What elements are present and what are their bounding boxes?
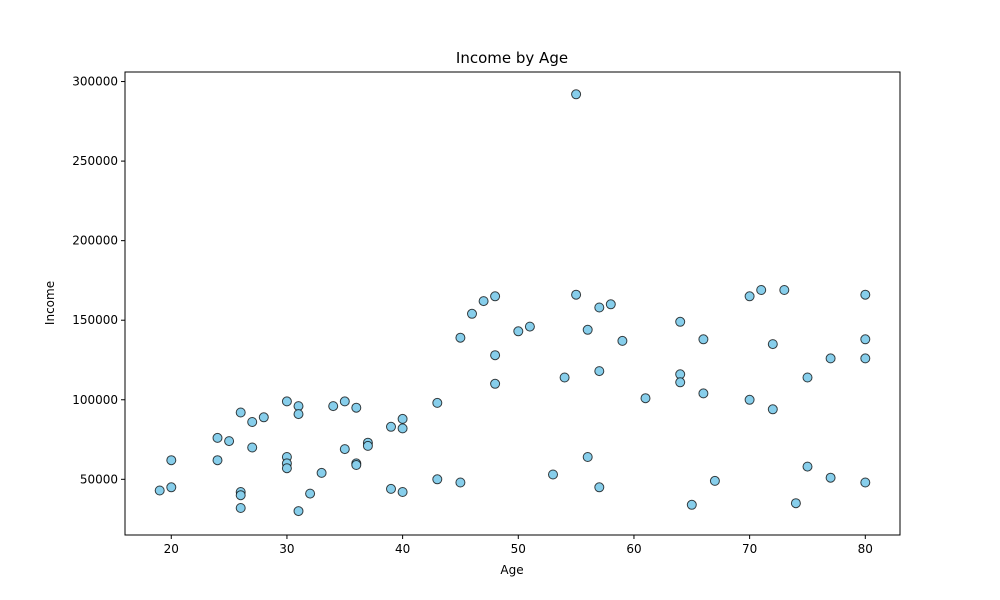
plot-frame bbox=[124, 71, 901, 536]
data-point bbox=[582, 452, 593, 462]
data-point bbox=[802, 372, 813, 383]
data-point bbox=[548, 469, 558, 480]
data-point bbox=[860, 289, 871, 300]
data-point bbox=[235, 503, 246, 513]
x-tick-label: 80 bbox=[858, 542, 873, 556]
data-point bbox=[744, 394, 755, 405]
data-point bbox=[235, 407, 246, 418]
x-tick-label: 70 bbox=[742, 542, 757, 556]
data-point bbox=[281, 396, 292, 407]
y-tick-label: 100000 bbox=[72, 393, 118, 407]
data-point bbox=[316, 467, 327, 478]
y-tick-label: 300000 bbox=[72, 75, 118, 89]
data-point bbox=[478, 296, 489, 307]
data-point bbox=[594, 302, 605, 313]
data-point bbox=[166, 455, 177, 466]
data-point bbox=[328, 401, 339, 412]
data-point bbox=[559, 372, 570, 383]
data-point bbox=[605, 299, 616, 310]
data-point bbox=[235, 490, 246, 501]
data-point bbox=[779, 285, 790, 295]
data-point bbox=[860, 477, 871, 488]
y-axis-ticks: 50000 100000 150000 200000 250000 300000 bbox=[72, 75, 125, 486]
data-point bbox=[386, 483, 396, 494]
data-point bbox=[339, 396, 350, 407]
data-point bbox=[351, 460, 362, 470]
data-point bbox=[571, 89, 582, 100]
data-point bbox=[594, 366, 605, 377]
data-point bbox=[756, 285, 767, 295]
data-point bbox=[513, 326, 524, 337]
data-point bbox=[490, 350, 501, 361]
data-point bbox=[432, 474, 443, 485]
data-point bbox=[397, 413, 408, 424]
data-point bbox=[790, 498, 801, 509]
data-point bbox=[397, 423, 408, 434]
data-point bbox=[386, 421, 396, 432]
y-tick-label: 200000 bbox=[72, 234, 118, 248]
data-point bbox=[212, 455, 223, 466]
data-point bbox=[675, 377, 686, 388]
data-point bbox=[524, 321, 535, 332]
data-point bbox=[455, 332, 466, 343]
data-point bbox=[686, 499, 697, 510]
data-point bbox=[640, 393, 651, 404]
data-point bbox=[154, 485, 165, 496]
data-point bbox=[571, 289, 582, 300]
y-tick-label: 50000 bbox=[80, 472, 118, 486]
data-point bbox=[490, 378, 501, 389]
data-point bbox=[709, 475, 720, 486]
y-axis-label: Income bbox=[43, 281, 57, 325]
data-point bbox=[397, 487, 408, 497]
data-point bbox=[339, 444, 350, 455]
data-point bbox=[281, 463, 292, 474]
data-point bbox=[258, 412, 269, 423]
data-point bbox=[490, 291, 501, 302]
data-point bbox=[825, 353, 836, 364]
x-tick-label: 60 bbox=[626, 542, 641, 556]
x-tick-label: 20 bbox=[164, 542, 179, 556]
data-point bbox=[617, 335, 628, 346]
data-point bbox=[860, 334, 871, 345]
data-point bbox=[432, 397, 443, 408]
x-tick-label: 30 bbox=[279, 542, 294, 556]
data-point bbox=[305, 488, 316, 499]
data-point bbox=[594, 482, 605, 493]
data-points bbox=[154, 89, 871, 517]
data-point bbox=[698, 388, 709, 399]
y-tick-label: 150000 bbox=[72, 313, 118, 327]
x-tick-label: 40 bbox=[395, 542, 410, 556]
data-point bbox=[767, 339, 778, 350]
data-point bbox=[351, 402, 362, 413]
data-point bbox=[293, 506, 304, 517]
x-axis-ticks: 20 30 40 50 60 70 80 bbox=[164, 535, 873, 556]
y-tick-label: 250000 bbox=[72, 154, 118, 168]
data-point bbox=[767, 404, 778, 415]
data-point bbox=[224, 436, 235, 447]
data-point bbox=[744, 291, 755, 302]
x-axis-label: Age bbox=[500, 563, 523, 577]
data-point bbox=[247, 417, 258, 427]
data-point bbox=[860, 353, 871, 364]
data-point bbox=[582, 324, 593, 335]
data-point bbox=[362, 440, 373, 451]
data-point bbox=[293, 409, 304, 420]
data-point bbox=[166, 482, 177, 493]
data-point bbox=[698, 334, 709, 345]
chart-title: Income by Age bbox=[456, 49, 568, 67]
data-point bbox=[247, 442, 258, 453]
data-point bbox=[675, 316, 686, 327]
data-point bbox=[212, 432, 223, 443]
data-point bbox=[467, 308, 477, 319]
data-point bbox=[825, 472, 836, 483]
data-point bbox=[802, 461, 813, 472]
data-point bbox=[455, 477, 466, 488]
x-tick-label: 50 bbox=[511, 542, 526, 556]
